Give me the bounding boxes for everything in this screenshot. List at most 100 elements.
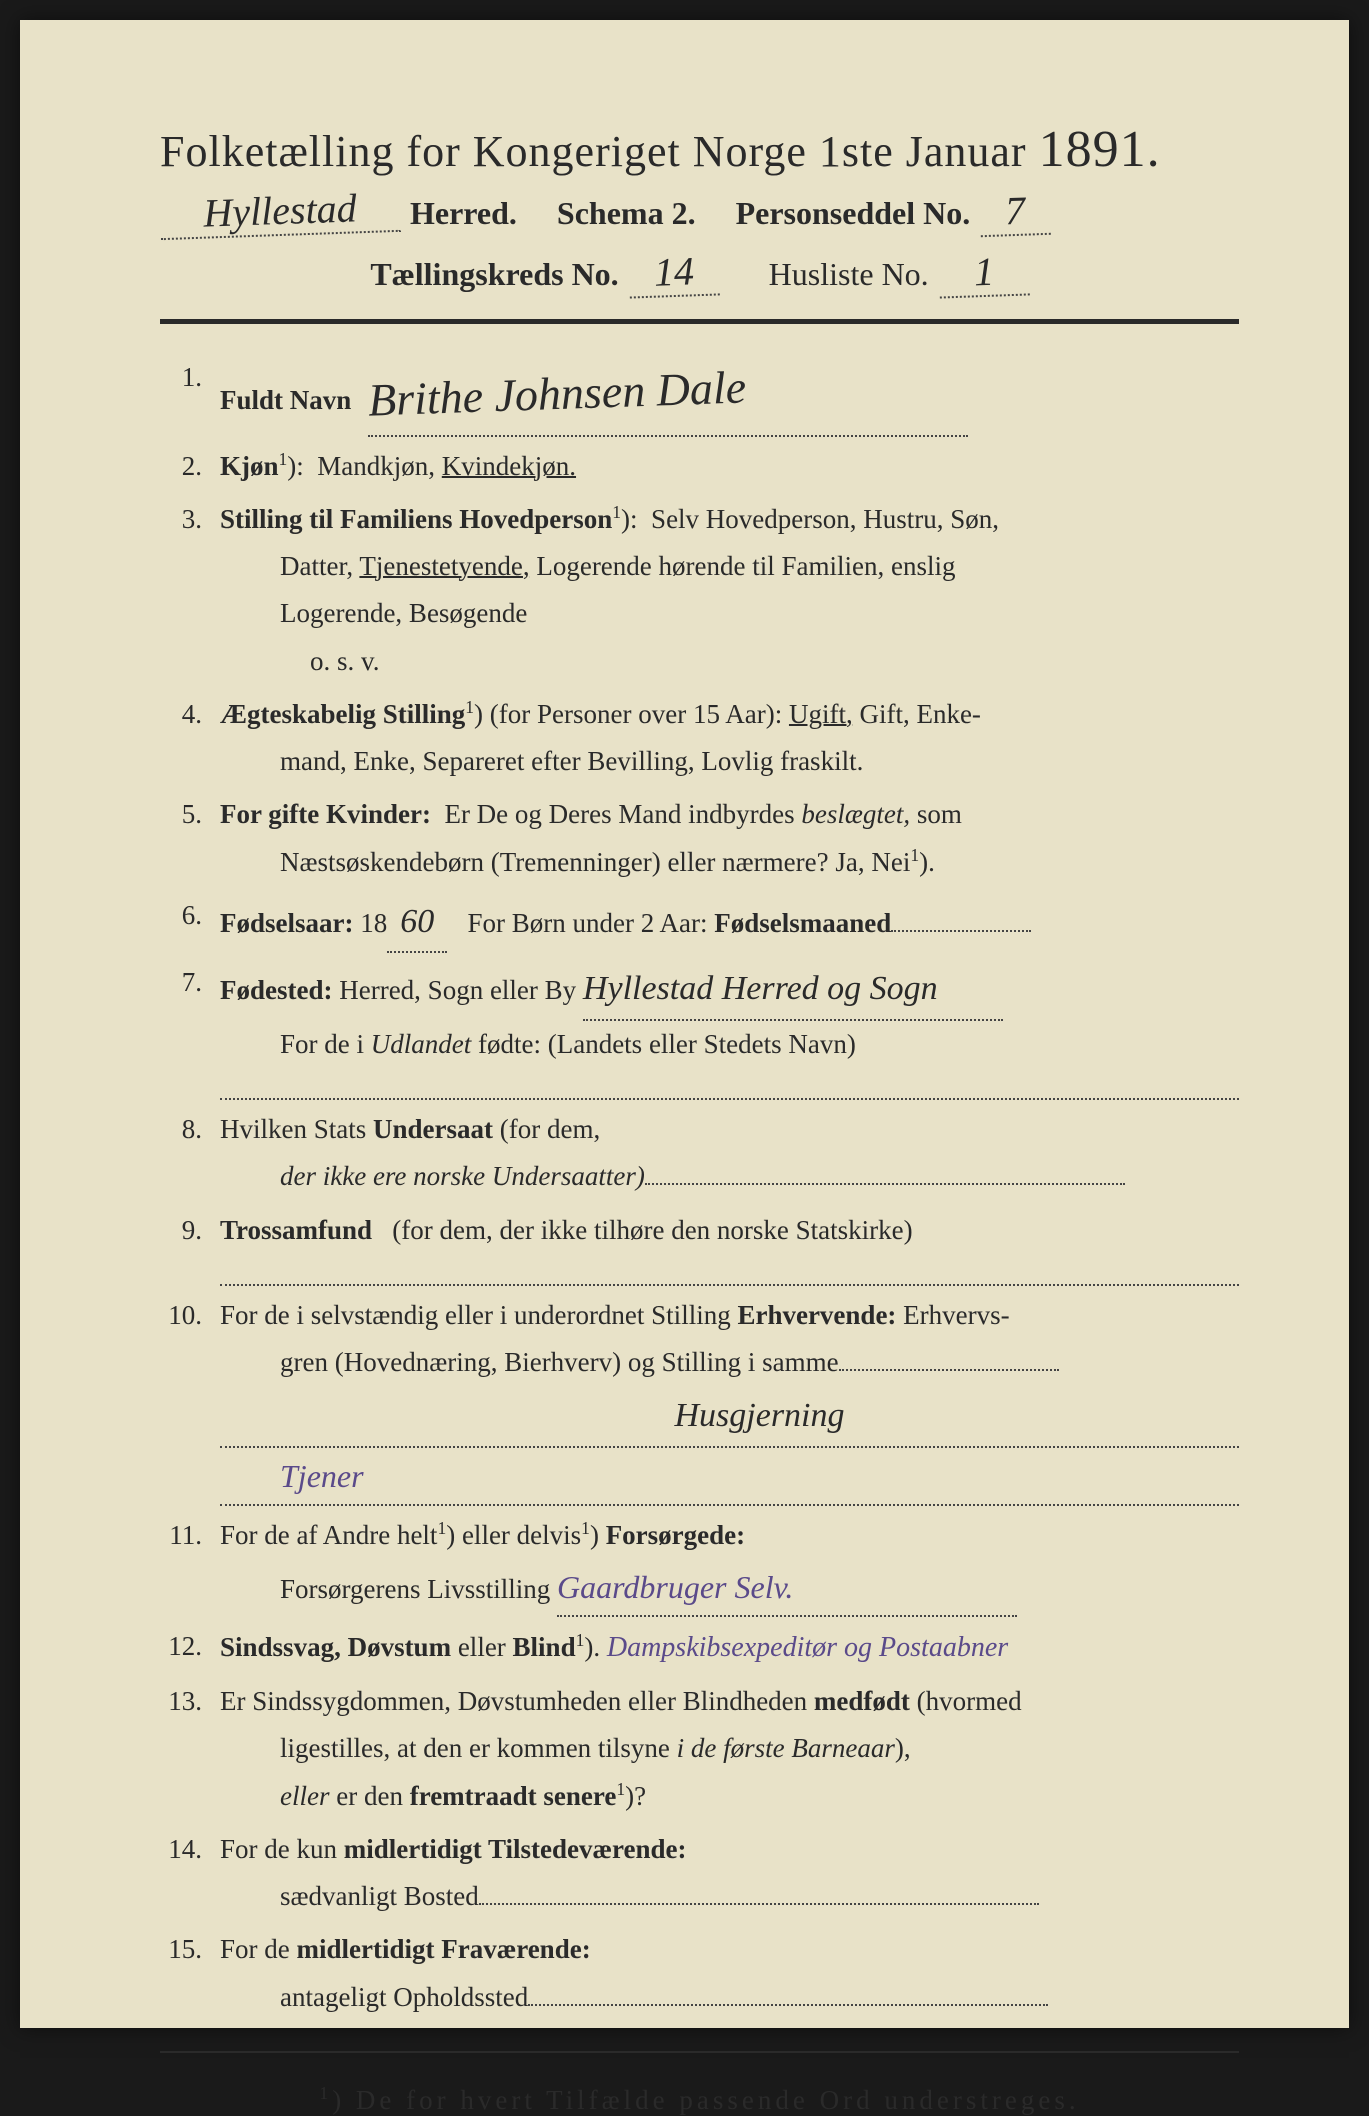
- f6-prefix: 18: [360, 908, 387, 938]
- f4-rest: Gift, Enke-: [859, 699, 980, 729]
- num-6: 6.: [160, 892, 220, 954]
- f13-l1a: Er Sindssygdommen, Døvstumheden eller Bl…: [220, 1686, 807, 1716]
- f6-blank: [891, 930, 1031, 932]
- num-3: 3.: [160, 496, 220, 685]
- f13-l3a: er den: [336, 1781, 403, 1811]
- f13-l3i: eller: [280, 1781, 329, 1811]
- field-15: 15. For de midlertidigt Fraværende: anta…: [160, 1926, 1239, 2021]
- header-line-3: Tællingskreds No. 14 Husliste No. 1: [160, 248, 1239, 297]
- f3-l2a: Datter,: [280, 551, 353, 581]
- f5-i1: beslægtet,: [801, 799, 910, 829]
- f3-label: Stilling til Familiens Hovedperson: [220, 504, 612, 534]
- f11-s2: 1: [581, 1518, 590, 1538]
- census-form-page: Folketælling for Kongeriget Norge 1ste J…: [20, 20, 1349, 2028]
- field-7: 7. Fødested: Herred, Sogn eller By Hylle…: [160, 959, 1239, 1100]
- f10-l2: gren (Hovednæring, Bierhverv) og Stillin…: [280, 1347, 839, 1377]
- f1-label: Fuldt Navn: [220, 385, 351, 415]
- f3-sup: 1: [612, 502, 621, 522]
- f7-value: Hyllestad Herred og Sogn: [583, 970, 938, 1007]
- field-6: 6. Fødselsaar: 1860 For Børn under 2 Aar…: [160, 892, 1239, 954]
- f5-t2: som: [917, 799, 962, 829]
- f7-label: Fødested:: [220, 975, 332, 1005]
- f7-blank-line: [220, 1072, 1239, 1100]
- field-3: 3. Stilling til Familiens Hovedperson1):…: [160, 496, 1239, 685]
- f3-l2b: Logerende hørende til Familien, enslig: [536, 551, 955, 581]
- f11-l1b: eller delvis: [462, 1520, 581, 1550]
- f14-blank: [479, 1903, 1039, 1905]
- field-2: 2. Kjøn1): Mandkjøn, Kvindekjøn.: [160, 443, 1239, 490]
- num-13: 13.: [160, 1678, 220, 1820]
- field-10: 10. For de i selvstændig eller i underor…: [160, 1292, 1239, 1506]
- husliste-no: 1: [938, 246, 1030, 298]
- f8-blank: [645, 1183, 1125, 1185]
- num-4: 4.: [160, 691, 220, 786]
- f11-s1: 1: [437, 1518, 446, 1538]
- f3-l3: Logerende, Besøgende: [220, 590, 1239, 637]
- f13-l2b: ),: [895, 1733, 911, 1763]
- footnote: 1) De for hvert Tilfælde passende Ord un…: [160, 2083, 1239, 2116]
- num-1: 1.: [160, 354, 220, 437]
- f9-label: Trossamfund: [220, 1215, 372, 1245]
- page-title: Folketælling for Kongeriget Norge 1ste J…: [160, 120, 1239, 179]
- footnote-text: ) De for hvert Tilfælde passende Ord und…: [332, 2085, 1079, 2115]
- personseddel-label: Personseddel No.: [736, 195, 971, 232]
- field-12: 12. Sindssvag, Døvstum eller Blind1). Da…: [160, 1623, 1239, 1672]
- field-5: 5. For gifte Kvinder: Er De og Deres Man…: [160, 791, 1239, 886]
- header-rule: [160, 319, 1239, 324]
- f7-l2a: For de i: [280, 1029, 364, 1059]
- f15-blank: [528, 2004, 1048, 2006]
- footer-rule: [160, 2051, 1239, 2053]
- f4-paren: (for Personer over 15 Aar):: [490, 699, 782, 729]
- f6-year: 60: [387, 892, 447, 954]
- f13-bold: medfødt: [814, 1686, 910, 1716]
- f8-bold: Undersaat: [373, 1114, 493, 1144]
- f12-sup: 1: [576, 1630, 585, 1650]
- num-11: 11.: [160, 1512, 220, 1617]
- f10-l1b: Erhvervs-: [903, 1300, 1009, 1330]
- f11-l1a: For de af Andre helt: [220, 1520, 437, 1550]
- f14-l1a: For de kun: [220, 1834, 337, 1864]
- f8-l2: der ikke ere norske Undersaatter): [280, 1161, 645, 1191]
- header-line-2: Hyllestad Herred. Schema 2. Personseddel…: [160, 187, 1239, 236]
- f4-l2: mand, Enke, Separeret efter Bevilling, L…: [220, 738, 1239, 785]
- f8-l1: Hvilken Stats: [220, 1114, 366, 1144]
- f1-value: Brithe Johnsen Dale: [367, 347, 748, 441]
- f15-l1a: For de: [220, 1934, 290, 1964]
- f2-sup: 1: [279, 449, 288, 469]
- f3-line1: Selv Hovedperson, Hustru, Søn,: [651, 504, 999, 534]
- f10-v1: Husgjerning: [675, 1397, 845, 1434]
- form-list: 1. Fuldt Navn Brithe Johnsen Dale 2. Kjø…: [160, 354, 1239, 2021]
- num-14: 14.: [160, 1826, 220, 1921]
- schema-label: Schema 2.: [557, 195, 696, 232]
- num-15: 15.: [160, 1926, 220, 2021]
- f2-opt1: Mandkjøn,: [317, 451, 435, 481]
- f4-sup: 1: [465, 697, 474, 717]
- taellingskreds-label: Tællingskreds No.: [370, 256, 618, 293]
- footnote-sup: 1: [319, 2083, 332, 2103]
- f5-sup: 1: [910, 845, 919, 865]
- f10-dots1: [839, 1369, 1059, 1371]
- f11-value: Gaardbruger Selv.: [557, 1569, 793, 1605]
- f4-selected: Ugift,: [789, 699, 853, 729]
- herred-value: Hyllestad: [159, 183, 401, 240]
- f11-bold: Forsørgede:: [606, 1520, 745, 1550]
- f7-text: Herred, Sogn eller By: [339, 975, 576, 1005]
- f5-label: For gifte Kvinder:: [220, 799, 431, 829]
- f9-text: (for dem, der ikke tilhøre den norske St…: [392, 1215, 912, 1245]
- f12-label: Sindssvag, Døvstum: [220, 1632, 451, 1662]
- f3-l4: o. s. v.: [220, 638, 1239, 685]
- f10-bold: Erhvervende:: [737, 1300, 896, 1330]
- f9-blank: [220, 1258, 1239, 1286]
- field-4: 4. Ægteskabelig Stilling1) (for Personer…: [160, 691, 1239, 786]
- field-14: 14. For de kun midlertidigt Tilstedevære…: [160, 1826, 1239, 1921]
- f13-bold2: fremtraadt senere: [410, 1781, 617, 1811]
- f5-t1: Er De og Deres Mand indbyrdes: [444, 799, 794, 829]
- f13-l1b: (hvormed: [917, 1686, 1022, 1716]
- f15-bold: midlertidigt Fraværende:: [297, 1934, 591, 1964]
- personseddel-no: 7: [979, 186, 1051, 237]
- field-9: 9. Trossamfund (for dem, der ikke tilhør…: [160, 1207, 1239, 1286]
- f6-label: Fødselsaar:: [220, 908, 353, 938]
- f15-l2: antageligt Opholdssted: [280, 1982, 528, 2012]
- f10-v2: Tjener: [280, 1458, 364, 1494]
- f5-l2: Næstsøskendebørn (Tremenninger) eller næ…: [280, 847, 910, 877]
